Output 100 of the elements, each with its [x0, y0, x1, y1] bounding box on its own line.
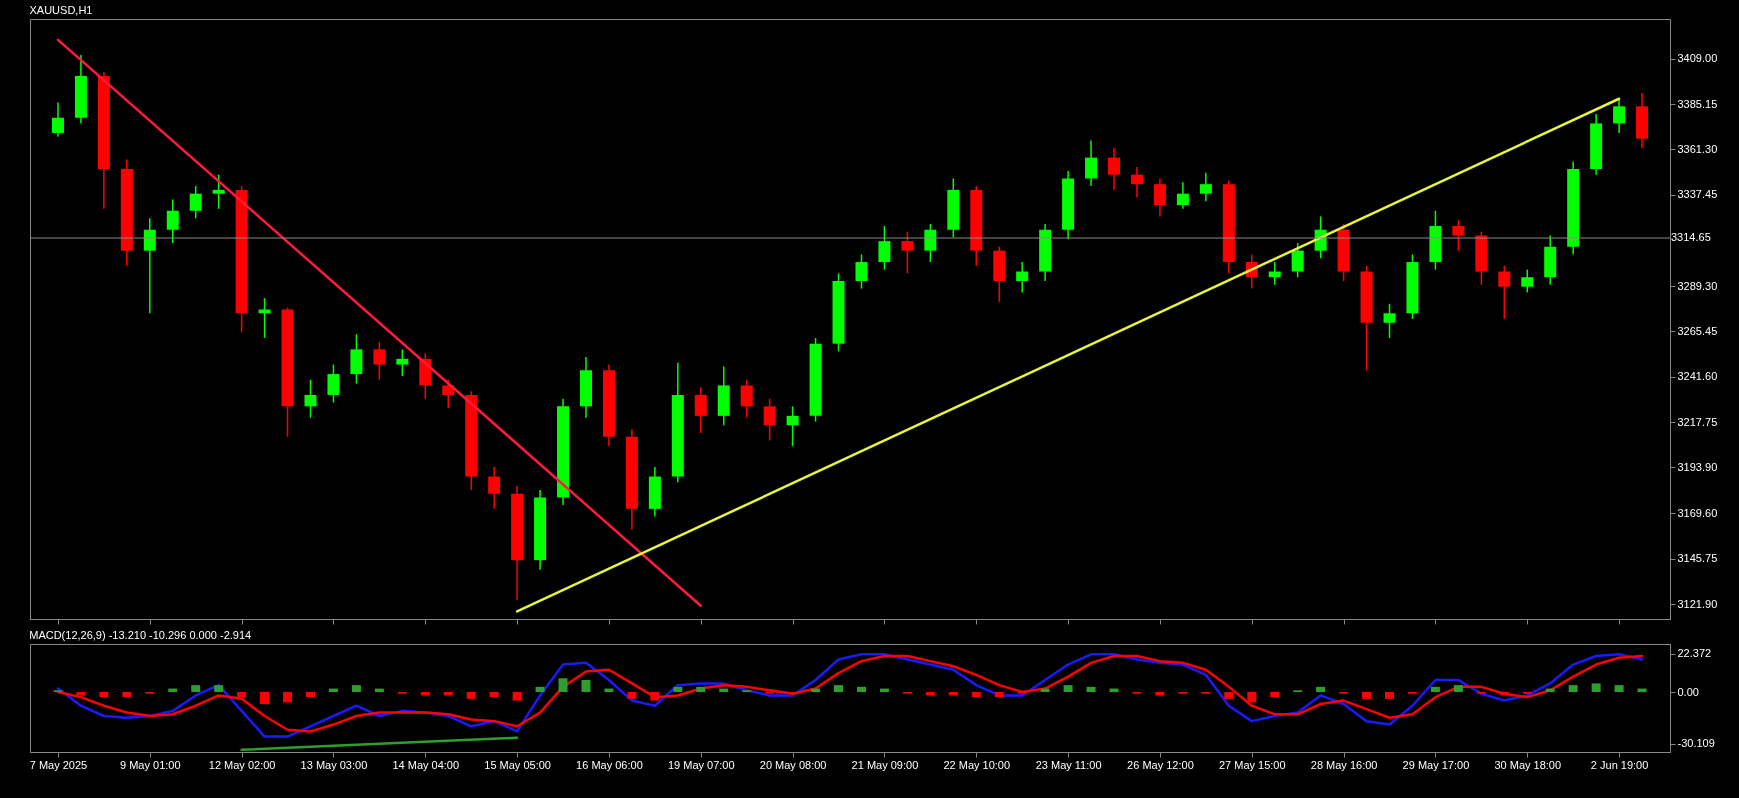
bar	[1385, 692, 1395, 699]
x-tick-label: 26 May 12:00	[1127, 758, 1194, 771]
bar	[1362, 692, 1372, 699]
chart-title: XAUUSD,H1	[29, 4, 93, 16]
bar	[1086, 686, 1096, 692]
x-tick-label: 23 May 11:00	[1035, 758, 1102, 771]
candlestick	[763, 398, 776, 442]
x-tick-label: 7 May 2025	[29, 758, 88, 771]
candlestick	[51, 101, 64, 138]
y-tick-label: 3289.30	[1677, 279, 1718, 292]
bar	[1063, 685, 1073, 692]
candlestick	[1153, 177, 1166, 218]
bar	[558, 678, 568, 692]
bar	[834, 685, 844, 692]
bar	[122, 692, 132, 698]
y-tick-label: 3193.90	[1677, 460, 1718, 473]
candlestick	[855, 253, 868, 290]
candlestick	[1498, 265, 1511, 320]
candlestick	[212, 173, 225, 210]
x-tick-label: 9 May 01:00	[120, 758, 181, 771]
bar	[1568, 685, 1578, 692]
x-tick-label: 27 May 15:00	[1218, 758, 1286, 771]
bar	[1247, 692, 1257, 703]
candlestick	[1108, 147, 1121, 191]
y-tick-label: 22.372	[1677, 647, 1712, 660]
bar	[673, 686, 683, 692]
bar	[994, 692, 1004, 698]
candlestick	[488, 466, 501, 510]
x-tick-label: 22 May 10:00	[943, 758, 1011, 771]
x-tick-label: 20 May 08:00	[759, 758, 827, 771]
bar	[512, 692, 522, 701]
candlestick	[901, 230, 914, 275]
y-tick-label: 3241.60	[1677, 370, 1718, 383]
candlestick	[1452, 219, 1465, 252]
candlestick	[304, 379, 317, 419]
bar	[214, 685, 224, 692]
x-tick-label: 28 May 16:00	[1310, 758, 1378, 771]
bar	[971, 692, 981, 698]
bar	[1591, 683, 1601, 692]
x-tick-label: 14 May 04:00	[392, 758, 460, 771]
x-tick-label: 21 May 09:00	[851, 758, 919, 771]
candlestick	[1291, 242, 1304, 278]
bar	[627, 692, 637, 699]
bar	[696, 686, 706, 692]
x-tick-label: 19 May 07:00	[667, 758, 735, 771]
bar	[1224, 692, 1234, 699]
bar	[581, 680, 591, 692]
bar	[237, 692, 247, 698]
candlestick	[143, 217, 156, 315]
x-tick-label: 30 May 18:00	[1494, 758, 1562, 771]
candlestick	[396, 348, 409, 377]
bar	[466, 692, 476, 699]
candlestick	[189, 185, 202, 220]
bar	[535, 686, 545, 692]
bar	[305, 692, 315, 698]
y-tick-label: 3169.60	[1677, 506, 1718, 519]
candlestick	[694, 386, 707, 434]
bar	[99, 692, 109, 698]
candlestick	[373, 341, 386, 381]
candlestick	[166, 198, 179, 244]
x-tick-label: 12 May 02:00	[208, 758, 276, 771]
chart-title: MACD(12,26,9) -13.210 -10.296 0.000 -2.914	[29, 629, 252, 641]
x-tick-label: 15 May 05:00	[484, 758, 551, 771]
y-tick-label: 3385.15	[1677, 97, 1718, 110]
candlestick	[1016, 261, 1029, 294]
candlestick	[1613, 98, 1626, 134]
bar	[650, 692, 660, 701]
bar	[1430, 686, 1440, 692]
bar	[283, 692, 293, 703]
candlestick	[442, 379, 455, 409]
y-tick-label: 3217.75	[1677, 415, 1718, 428]
bar	[1270, 692, 1280, 698]
y-tick-label: 3121.90	[1677, 597, 1718, 610]
y-tick-label: -30.109	[1677, 737, 1715, 750]
y-tick-label: 3361.30	[1677, 142, 1718, 155]
ref-line-label: 3314.65	[1671, 231, 1711, 244]
bar	[489, 692, 499, 698]
y-tick-label: 0.00	[1677, 685, 1699, 698]
y-tick-label: 3337.45	[1677, 188, 1718, 201]
bar	[1316, 686, 1326, 692]
candlestick	[924, 223, 937, 263]
candlestick	[1176, 181, 1189, 210]
candlestick	[1130, 166, 1143, 199]
bar	[1453, 685, 1463, 692]
candlestick	[740, 379, 753, 419]
candlestick	[786, 405, 799, 447]
y-tick-label: 3409.00	[1677, 52, 1718, 65]
x-tick-label: 16 May 06:00	[576, 758, 643, 771]
x-tick-label: 2 Jun 19:00	[1590, 758, 1649, 771]
bar	[260, 692, 270, 704]
x-tick-label: 29 May 17:00	[1402, 758, 1470, 771]
candlestick	[1085, 139, 1098, 187]
candlestick	[1383, 303, 1396, 339]
y-tick-label: 3265.45	[1677, 324, 1718, 337]
candlestick	[878, 225, 891, 271]
x-tick-label: 13 May 03:00	[300, 758, 368, 771]
candlestick	[1521, 268, 1534, 294]
candlestick	[1199, 172, 1212, 203]
bar	[191, 685, 201, 692]
bar	[351, 685, 361, 692]
